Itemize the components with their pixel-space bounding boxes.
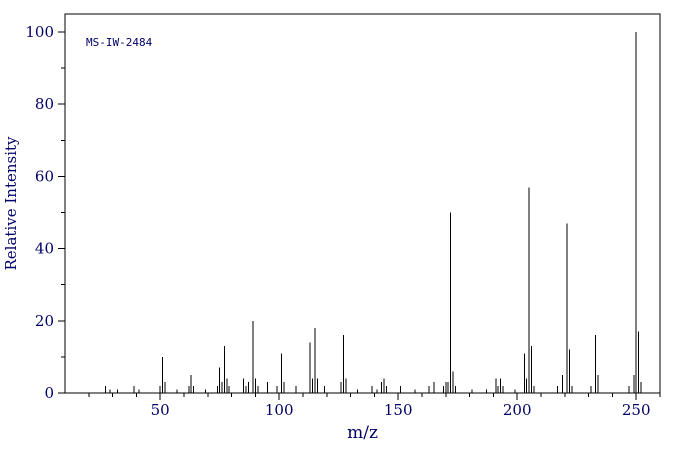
- spectrum-id-annotation: MS-IW-2484: [86, 36, 153, 49]
- y-tick-label: 20: [35, 312, 54, 330]
- x-tick-label: 100: [265, 401, 294, 419]
- y-tick-label: 40: [35, 240, 54, 258]
- x-tick-label: 200: [503, 401, 532, 419]
- x-tick-label: 50: [151, 401, 170, 419]
- y-tick-label: 60: [35, 167, 54, 185]
- y-axis-label: Relative Intensity: [2, 136, 20, 271]
- y-tick-label: 100: [25, 23, 54, 41]
- plot-border: [64, 13, 661, 394]
- y-tick-label: 0: [44, 384, 54, 402]
- x-tick-label: 150: [384, 401, 413, 419]
- x-axis-label: m/z: [347, 423, 378, 443]
- x-tick-label: 250: [622, 401, 651, 419]
- y-tick-label: 80: [35, 95, 54, 113]
